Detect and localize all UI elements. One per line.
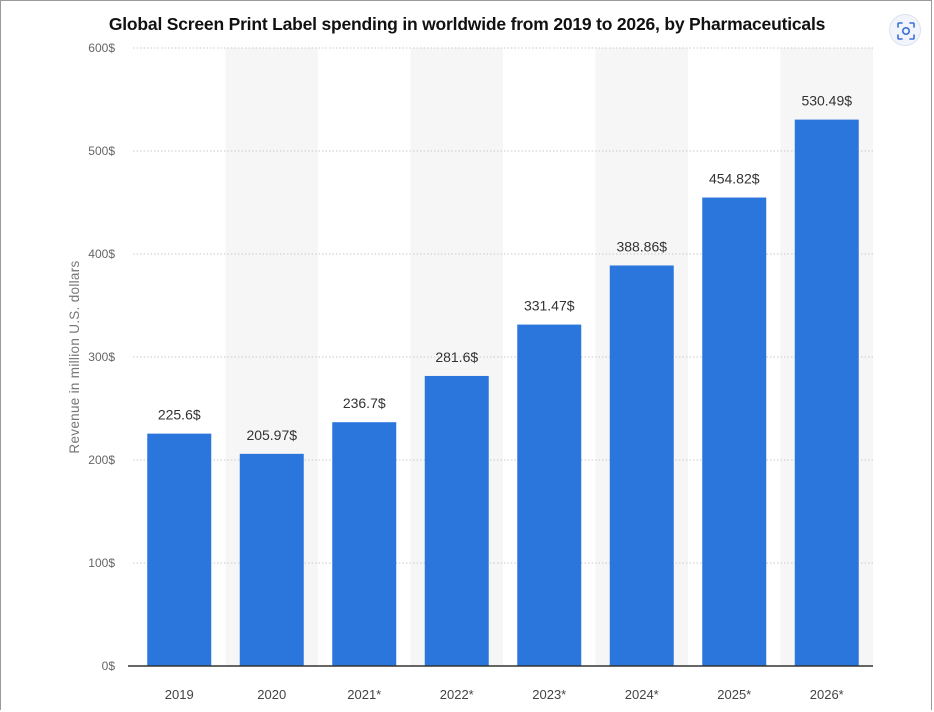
data-label: 454.82$	[709, 171, 760, 187]
data-label: 388.86$	[616, 238, 667, 254]
chart-title: Global Screen Print Label spending in wo…	[108, 14, 826, 34]
y-tick-label: 100$	[88, 556, 115, 570]
y-tick-label: 500$	[88, 144, 115, 158]
y-tick-label: 0$	[102, 659, 116, 673]
y-tick-label: 300$	[88, 350, 115, 364]
y-tick-label: 200$	[88, 453, 115, 467]
bar[interactable]	[332, 422, 397, 666]
bar[interactable]	[147, 433, 212, 666]
x-tick-label: 2025*	[717, 687, 751, 702]
data-label: 331.47$	[524, 298, 575, 314]
bars	[147, 119, 859, 667]
x-tick-label: 2021*	[347, 687, 381, 702]
y-axis-label: Revenue in million U.S. dollars	[67, 260, 82, 453]
x-tick-label: 2024*	[625, 687, 659, 702]
bar[interactable]	[702, 197, 767, 666]
scan-icon	[897, 22, 915, 40]
scan-button[interactable]	[889, 14, 921, 46]
x-axis-ticks: 2019 2020 2021* 2022* 2023* 2024* 2025* 2026*	[165, 687, 844, 702]
data-label: 205.97$	[246, 427, 297, 443]
bar[interactable]	[517, 324, 582, 666]
x-tick-label: 2026*	[810, 687, 844, 702]
data-label: 281.6$	[435, 349, 478, 365]
y-tick-label: 600$	[88, 41, 115, 55]
bar[interactable]	[239, 453, 304, 666]
bar[interactable]	[424, 375, 489, 666]
bar[interactable]	[794, 119, 859, 667]
x-tick-label: 2019	[165, 687, 194, 702]
data-label: 530.49$	[801, 93, 852, 109]
data-label: 225.6$	[158, 407, 201, 423]
x-tick-label: 2023*	[532, 687, 566, 702]
y-tick-label: 400$	[88, 247, 115, 261]
x-tick-label: 2022*	[440, 687, 474, 702]
data-label: 236.7$	[343, 395, 386, 411]
x-tick-label: 2020	[257, 687, 286, 702]
data-labels: 225.6$ 205.97$ 236.7$ 281.6$ 331.47$ 388.86$ 4…	[158, 93, 852, 443]
y-axis-ticks: 0$ 100$ 200$ 300$ 400$ 500$ 600$	[88, 41, 115, 673]
bar[interactable]	[609, 265, 674, 666]
